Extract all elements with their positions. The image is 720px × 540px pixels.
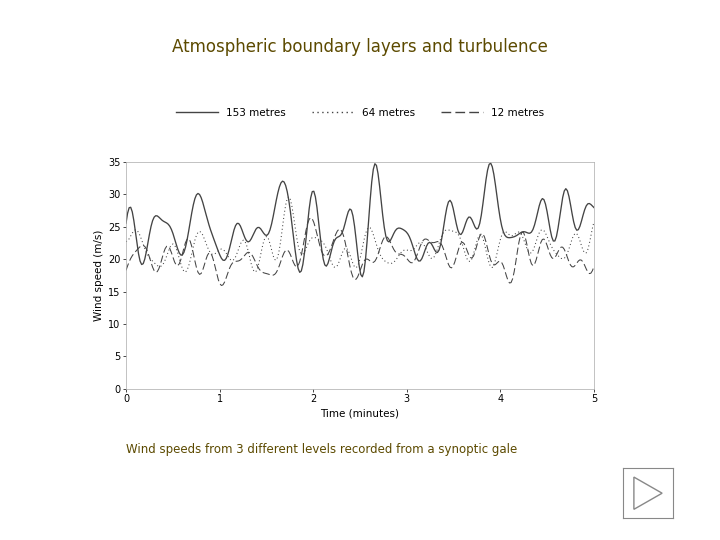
Text: Wind speeds from 3 different levels recorded from a synoptic gale: Wind speeds from 3 different levels reco… [126, 443, 517, 456]
Y-axis label: Wind speed (m/s): Wind speed (m/s) [94, 230, 104, 321]
Text: Atmospheric boundary layers and turbulence: Atmospheric boundary layers and turbulen… [172, 38, 548, 56]
X-axis label: Time (minutes): Time (minutes) [320, 409, 400, 419]
Legend: 153 metres, 64 metres, 12 metres: 153 metres, 64 metres, 12 metres [172, 104, 548, 122]
